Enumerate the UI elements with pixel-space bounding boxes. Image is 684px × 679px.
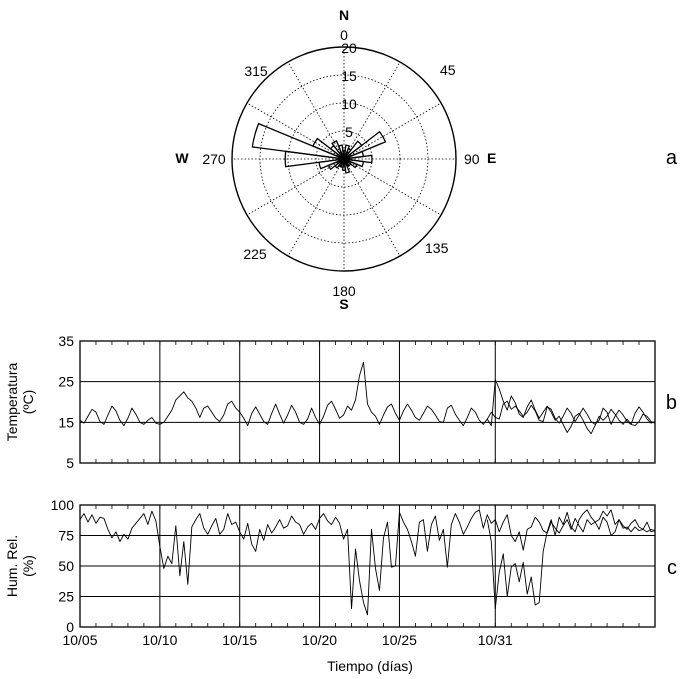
- panel-b-label: b: [666, 392, 677, 414]
- humidity-grid: [79, 504, 656, 628]
- x-tick-label: 10/20: [302, 632, 337, 648]
- series-line: [486, 379, 656, 435]
- x-tick-label: 10/05: [62, 632, 97, 648]
- y-tick-label: 25: [58, 374, 74, 390]
- angle-tick-label: 225: [243, 246, 267, 262]
- angle-tick-label: 90: [464, 151, 480, 167]
- wind-sector-bar: [343, 158, 351, 174]
- wind-sector-bar: [337, 144, 345, 160]
- series-line: [486, 509, 656, 610]
- angular-grid-line: [287, 61, 345, 160]
- humidity-ylabel-line2: (%): [20, 555, 36, 577]
- wind-sector-bar: [343, 130, 387, 160]
- humidity-lines: [79, 509, 656, 616]
- wind-sector-bar: [251, 122, 345, 160]
- x-tick-label: 10/25: [382, 632, 417, 648]
- angular-grid-line: [343, 158, 442, 216]
- wind-sector-bar: [343, 158, 365, 168]
- angular-grid-line: [246, 102, 345, 160]
- radial-tick-label: 20: [341, 40, 357, 56]
- wind-sector-bar: [331, 140, 345, 160]
- temperature-y-ticks: 5 15 25 35: [58, 333, 74, 471]
- y-tick-label: 100: [51, 497, 75, 513]
- compass-east-label: E: [487, 150, 496, 166]
- angular-grid-line: [343, 102, 442, 160]
- angular-grid-line: [246, 158, 345, 216]
- angle-tick-label: 135: [425, 240, 449, 256]
- angular-grid-line: [343, 61, 401, 160]
- humidity-ylabel-line1: Hum. Rel.: [4, 535, 20, 597]
- temperature-ylabel-line1: Temperatura: [4, 362, 20, 441]
- y-tick-label: 15: [58, 414, 74, 430]
- angle-tick-label: 0: [340, 27, 348, 43]
- angle-tick-label: 270: [202, 151, 226, 167]
- angular-grid-line: [343, 158, 401, 257]
- wind-sector-bar: [343, 158, 358, 169]
- humidity-y-ticks: 0 25 50 75 100: [51, 497, 75, 635]
- panel-c-label: c: [667, 557, 677, 579]
- temperature-ylabel-line2: (ºC): [20, 390, 36, 415]
- panel-a-label: a: [666, 147, 678, 169]
- x-tick-label: 10/10: [142, 632, 177, 648]
- wind-sector-bar: [343, 154, 373, 164]
- y-tick-label: 35: [58, 333, 74, 349]
- series-line: [79, 509, 656, 616]
- angular-grid-line: [287, 158, 345, 257]
- wind-sector-bar: [343, 144, 351, 160]
- radial-tick-label: 10: [341, 96, 357, 112]
- radial-tick-label: 5: [345, 124, 353, 140]
- x-tick-label: 10/15: [222, 632, 257, 648]
- angle-tick-label: 180: [332, 283, 356, 299]
- wind-rose-labels: 5 10 15 200 45 90 135 180 225 270 315: [202, 27, 479, 299]
- series-line: [79, 361, 656, 427]
- humidity-x-ticks: 10/05 10/10 10/15 10/20 10/25 10/31: [62, 632, 513, 648]
- compass-north-label: N: [339, 7, 349, 23]
- radial-grid-circle: [231, 46, 457, 272]
- angle-tick-label: 315: [244, 63, 268, 79]
- temperature-chart: 5 15 25 35 Temperatura (ºC) b: [4, 333, 677, 471]
- wind-rose-grid: [231, 46, 457, 272]
- x-axis-label: Tiempo (días): [327, 658, 413, 674]
- x-tick-label: 10/31: [478, 632, 513, 648]
- temperature-lines: [79, 361, 656, 435]
- y-tick-label: 75: [58, 528, 74, 544]
- wind-rose-bars: [251, 122, 387, 174]
- compass-south-label: S: [339, 296, 348, 312]
- wind-sector-bar: [341, 158, 347, 171]
- y-tick-label: 5: [66, 455, 74, 471]
- humidity-chart: 0 25 50 75 100 10/05 10/10 10/15 10/20 10/25 10/3…: [4, 497, 677, 674]
- radial-tick-label: 15: [341, 68, 357, 84]
- y-tick-label: 50: [58, 558, 74, 574]
- y-tick-label: 25: [58, 589, 74, 605]
- wind-rose: 5 10 15 200 45 90 135 180 225 270 315 N E S W a: [175, 7, 677, 312]
- angle-tick-label: 45: [440, 62, 456, 78]
- wind-sector-bar: [312, 137, 345, 160]
- y-tick-label: 0: [66, 619, 74, 635]
- compass-west-label: W: [175, 150, 189, 166]
